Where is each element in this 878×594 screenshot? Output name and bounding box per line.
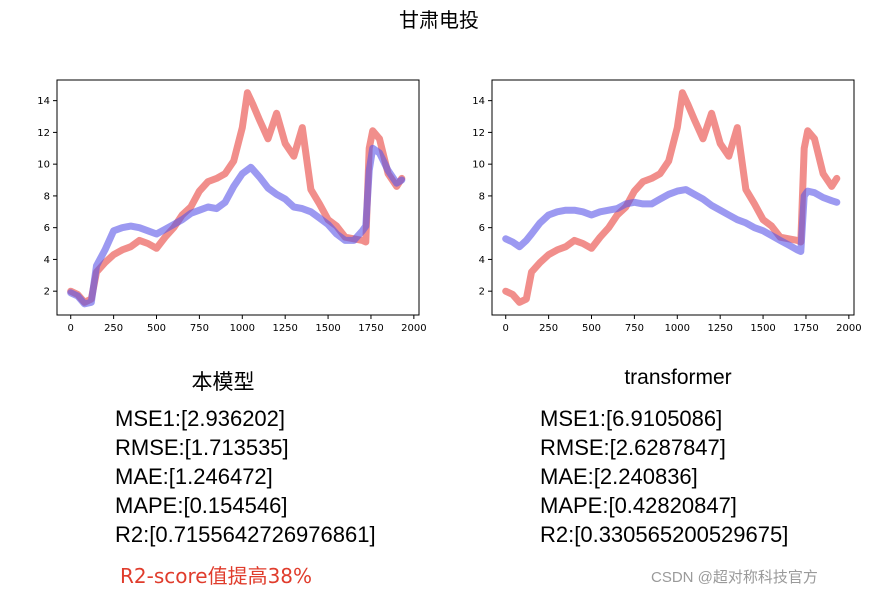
chart-left: 0 250 500 750 1000 1250 1500 1750 2000 2 4 6 8 10 12 14: [37, 79, 427, 334]
x-tick-label: 0: [503, 323, 509, 334]
metric-r2: R2:[0.7155642726976861]: [115, 522, 376, 547]
series-line-1: [502, 186, 841, 255]
y-tick-label: 2: [479, 287, 485, 298]
x-tick-label: 250: [539, 323, 558, 334]
series-line-0: [67, 89, 406, 306]
x-tick-label: 750: [190, 323, 209, 334]
y-tick-label: 4: [44, 255, 50, 266]
improvement-note: R2-score值提高38%: [120, 564, 313, 588]
y-tick-label: 8: [44, 191, 50, 202]
y-tick-label: 12: [472, 128, 485, 139]
metric-mse1: MSE1:[6.9105086]: [540, 406, 723, 431]
metric-mape: MAPE:[0.42820847]: [540, 493, 737, 518]
x-tick-label: 500: [582, 323, 601, 334]
page-title: 甘肃电投: [399, 8, 479, 32]
model-caption-left: 本模型: [191, 370, 255, 394]
y-tick-label: 14: [472, 96, 485, 107]
metric-mse1: MSE1:[2.936202]: [115, 406, 286, 431]
y-tick-label: 12: [37, 128, 50, 139]
metric-rmse: RMSE:[1.713535]: [115, 435, 289, 460]
metrics-right: MSE1:[6.9105086] RMSE:[2.6287847] MAE:[2…: [540, 404, 788, 549]
model-caption-right: transformer: [624, 366, 732, 389]
y-tick-label: 14: [37, 96, 50, 107]
plot-frame: [491, 79, 855, 316]
x-tick-label: 1000: [665, 323, 690, 334]
x-tick-label: 1750: [793, 323, 818, 334]
x-tick-label: 500: [147, 323, 166, 334]
x-tick-label: 1250: [707, 323, 732, 334]
y-tick-label: 10: [472, 160, 485, 171]
x-tick-label: 1750: [358, 323, 383, 334]
y-tick-label: 6: [44, 223, 50, 234]
metrics-left: MSE1:[2.936202] RMSE:[1.713535] MAE:[1.2…: [115, 404, 376, 549]
y-tick-label: 2: [44, 287, 50, 298]
x-tick-label: 1500: [315, 323, 340, 334]
x-tick-label: 750: [625, 323, 644, 334]
y-tick-label: 6: [479, 223, 485, 234]
metric-mae: MAE:[2.240836]: [540, 464, 698, 489]
x-tick-label: 1500: [750, 323, 775, 334]
metric-rmse: RMSE:[2.6287847]: [540, 435, 726, 460]
plot-frame: [56, 79, 420, 316]
chart-right: 0 250 500 750 1000 1250 1500 1750 2000 2 4 6 8 10 12 14: [472, 79, 862, 334]
series-line-1: [67, 144, 406, 308]
metric-r2: R2:[0.330565200529675]: [540, 522, 789, 547]
x-tick-label: 0: [68, 323, 74, 334]
metric-mae: MAE:[1.246472]: [115, 464, 273, 489]
x-tick-label: 2000: [836, 323, 861, 334]
y-tick-label: 8: [479, 191, 485, 202]
x-tick-label: 1250: [272, 323, 297, 334]
x-tick-label: 2000: [401, 323, 426, 334]
y-tick-label: 10: [37, 160, 50, 171]
metric-mape: MAPE:[0.154546]: [115, 493, 288, 518]
x-tick-label: 1000: [230, 323, 255, 334]
y-tick-label: 4: [479, 255, 485, 266]
x-tick-label: 250: [104, 323, 123, 334]
watermark: CSDN @超对称科技官方: [651, 569, 818, 586]
series-line-0: [502, 89, 841, 306]
